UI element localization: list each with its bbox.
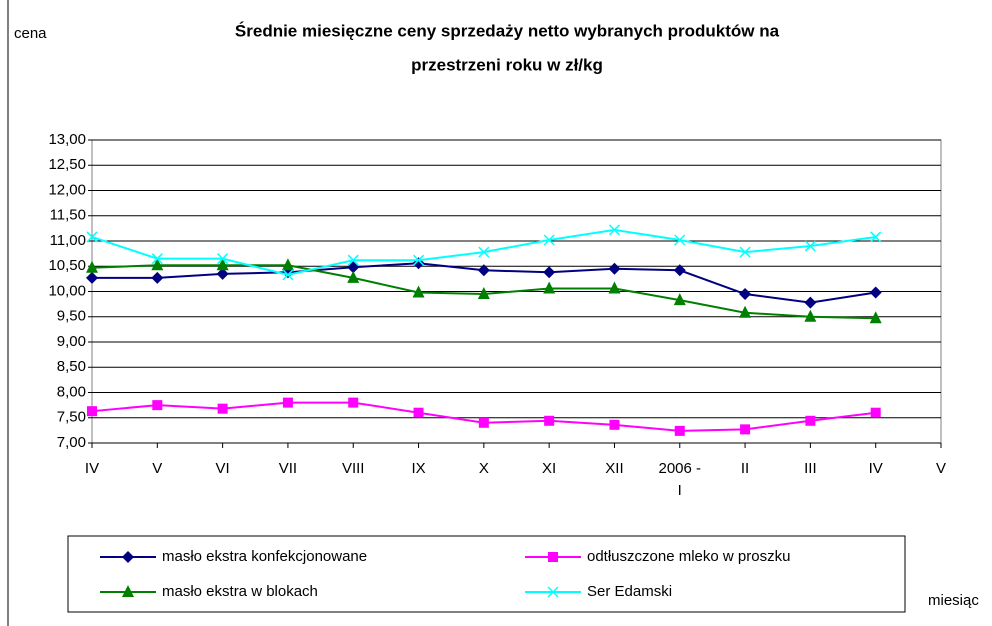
y-axis-label: cena — [14, 25, 47, 42]
x-tick-label: XI — [542, 460, 557, 477]
marker — [217, 403, 228, 414]
marker — [412, 285, 425, 298]
marker — [478, 246, 490, 258]
legend-label: Ser Edamski — [587, 583, 672, 600]
marker — [739, 288, 752, 301]
marker — [216, 258, 229, 271]
marker — [870, 231, 882, 243]
marker — [86, 231, 98, 243]
legend-marker — [122, 551, 134, 563]
marker — [608, 281, 621, 294]
marker — [86, 271, 98, 284]
y-tick-label: 8,50 — [57, 358, 86, 375]
marker — [413, 407, 424, 418]
marker — [740, 424, 751, 435]
marker — [477, 287, 490, 300]
y-tick-label: 13,00 — [48, 131, 86, 148]
marker — [478, 417, 489, 428]
legend-marker — [548, 552, 558, 562]
marker — [869, 311, 882, 324]
y-tick-label: 9,50 — [57, 308, 86, 325]
x-tick-label: IX — [411, 460, 426, 477]
legend-label: masło ekstra konfekcjonowane — [162, 548, 367, 565]
x-axis-label: miesiąc — [928, 592, 979, 609]
marker — [151, 258, 164, 271]
marker — [739, 246, 751, 258]
marker — [805, 415, 816, 426]
chart-title: Średnie miesięczne ceny sprzedaży netto … — [235, 21, 780, 40]
x-tick-label: VI — [215, 460, 230, 477]
y-tick-label: 10,50 — [48, 257, 86, 274]
marker — [673, 293, 686, 306]
marker — [347, 254, 359, 266]
marker — [86, 260, 98, 273]
x-tick-label: 2006 - I — [658, 460, 702, 499]
marker — [543, 234, 555, 246]
legend-label: odtłuszczone mleko w proszku — [587, 548, 790, 565]
marker — [543, 266, 556, 279]
x-tick-label: VII — [278, 460, 298, 477]
x-tick-label: VIII — [341, 460, 365, 477]
x-tick-label: V — [152, 460, 163, 477]
marker — [608, 262, 621, 275]
marker — [804, 296, 817, 309]
y-tick-label: 12,50 — [48, 156, 86, 173]
marker — [869, 286, 882, 299]
x-tick-label: XII — [605, 460, 624, 477]
marker — [282, 269, 294, 281]
marker — [804, 240, 816, 252]
marker — [151, 253, 163, 265]
y-tick-label: 11,50 — [50, 207, 86, 224]
y-tick-label: 7,00 — [57, 434, 86, 451]
x-tick-label: IV — [868, 460, 883, 477]
marker — [608, 224, 620, 236]
marker — [477, 264, 490, 277]
marker — [216, 267, 229, 280]
marker — [804, 309, 817, 322]
marker — [281, 258, 294, 271]
marker — [217, 253, 229, 265]
y-tick-label: 7,50 — [57, 409, 86, 426]
y-tick-label: 9,00 — [57, 333, 86, 350]
x-tick-label: X — [478, 460, 489, 477]
marker — [151, 271, 164, 284]
marker — [739, 305, 752, 318]
y-tick-label: 11,00 — [50, 232, 86, 249]
marker — [609, 419, 620, 430]
x-tick-label: IV — [84, 460, 100, 477]
x-tick-label: V — [935, 460, 946, 477]
marker — [347, 261, 360, 274]
marker — [282, 397, 293, 408]
legend-marker — [547, 586, 559, 598]
y-tick-label: 8,00 — [57, 383, 86, 400]
legend-label: masło ekstra w blokach — [162, 583, 318, 600]
legend-marker — [122, 585, 134, 597]
marker — [674, 234, 686, 246]
marker — [543, 281, 556, 294]
marker — [544, 415, 555, 426]
y-tick-label: 10,00 — [48, 282, 86, 299]
marker — [152, 400, 163, 411]
marker — [674, 425, 685, 436]
chart-title: przestrzeni roku w zł/kg — [411, 55, 603, 74]
x-tick-label: III — [804, 460, 817, 477]
marker — [348, 397, 359, 408]
marker — [87, 406, 97, 417]
marker — [673, 264, 686, 277]
x-tick-label: II — [740, 460, 750, 477]
legend — [67, 535, 906, 613]
marker — [413, 254, 425, 266]
marker — [870, 407, 881, 418]
marker — [347, 270, 360, 283]
y-tick-label: 12,00 — [48, 181, 86, 198]
